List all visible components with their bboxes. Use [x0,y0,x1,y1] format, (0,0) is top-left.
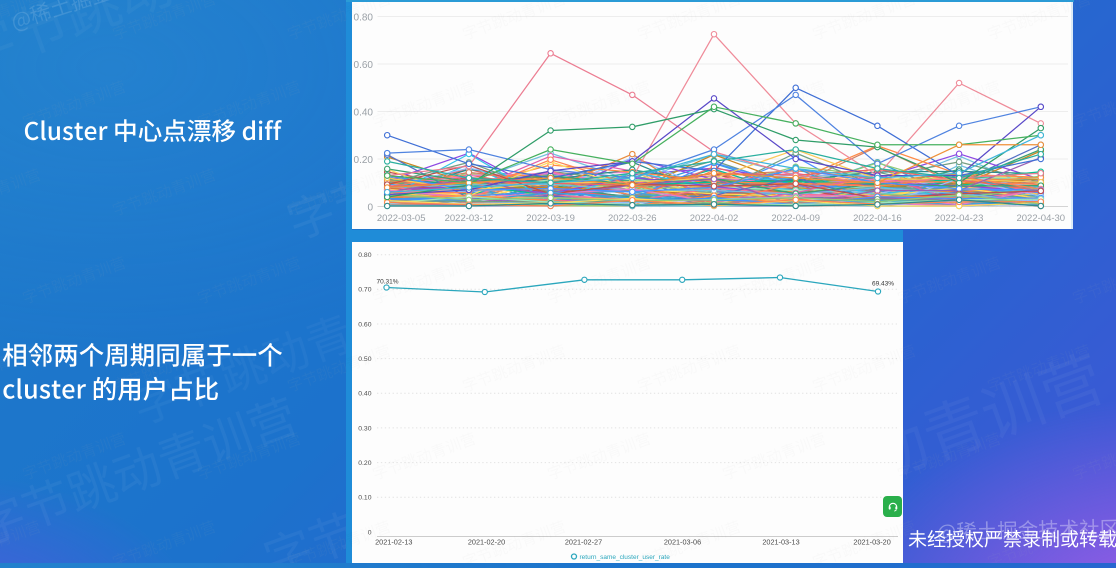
svg-text:0.40: 0.40 [358,391,371,398]
svg-text:2021-02-20: 2021-02-20 [467,538,504,547]
svg-text:70.31%: 70.31% [376,279,398,286]
svg-text:0.20: 0.20 [358,460,371,467]
svg-text:69.43%: 69.43% [871,281,893,288]
svg-text:0.60: 0.60 [353,60,373,71]
svg-text:0.40: 0.40 [353,107,373,118]
svg-text:2022-04-02: 2022-04-02 [689,213,738,224]
svg-text:0: 0 [367,529,371,536]
svg-text:0.10: 0.10 [358,495,371,502]
svg-text:2021-03-20: 2021-03-20 [853,538,890,547]
svg-text:2022-03-12: 2022-03-12 [444,213,493,224]
svg-text:0: 0 [367,202,373,213]
svg-text:0.80: 0.80 [353,12,373,23]
svg-text:2022-04-09: 2022-04-09 [771,213,820,224]
svg-text:0.70: 0.70 [358,287,371,294]
svg-text:2022-03-05: 2022-03-05 [376,213,425,224]
svg-text:0.30: 0.30 [358,425,371,432]
svg-text:2021-03-06: 2021-03-06 [663,538,700,547]
svg-text:0.80: 0.80 [358,252,371,259]
svg-text:2021-02-13: 2021-02-13 [375,538,412,547]
svg-text:2022-03-19: 2022-03-19 [526,213,575,224]
svg-text:2022-04-16: 2022-04-16 [853,213,902,224]
svg-text:0.20: 0.20 [353,155,373,166]
svg-text:2021-03-13: 2021-03-13 [762,538,799,547]
svg-text:2021-02-27: 2021-02-27 [564,538,601,547]
svg-text:return_same_cluster_user_rate: return_same_cluster_user_rate [579,554,670,561]
svg-text:2022-03-26: 2022-03-26 [607,213,656,224]
svg-text:0.50: 0.50 [358,356,371,363]
svg-text:2022-04-23: 2022-04-23 [934,213,983,224]
svg-text:2022-04-30: 2022-04-30 [1016,213,1065,224]
svg-text:0.60: 0.60 [358,321,371,328]
